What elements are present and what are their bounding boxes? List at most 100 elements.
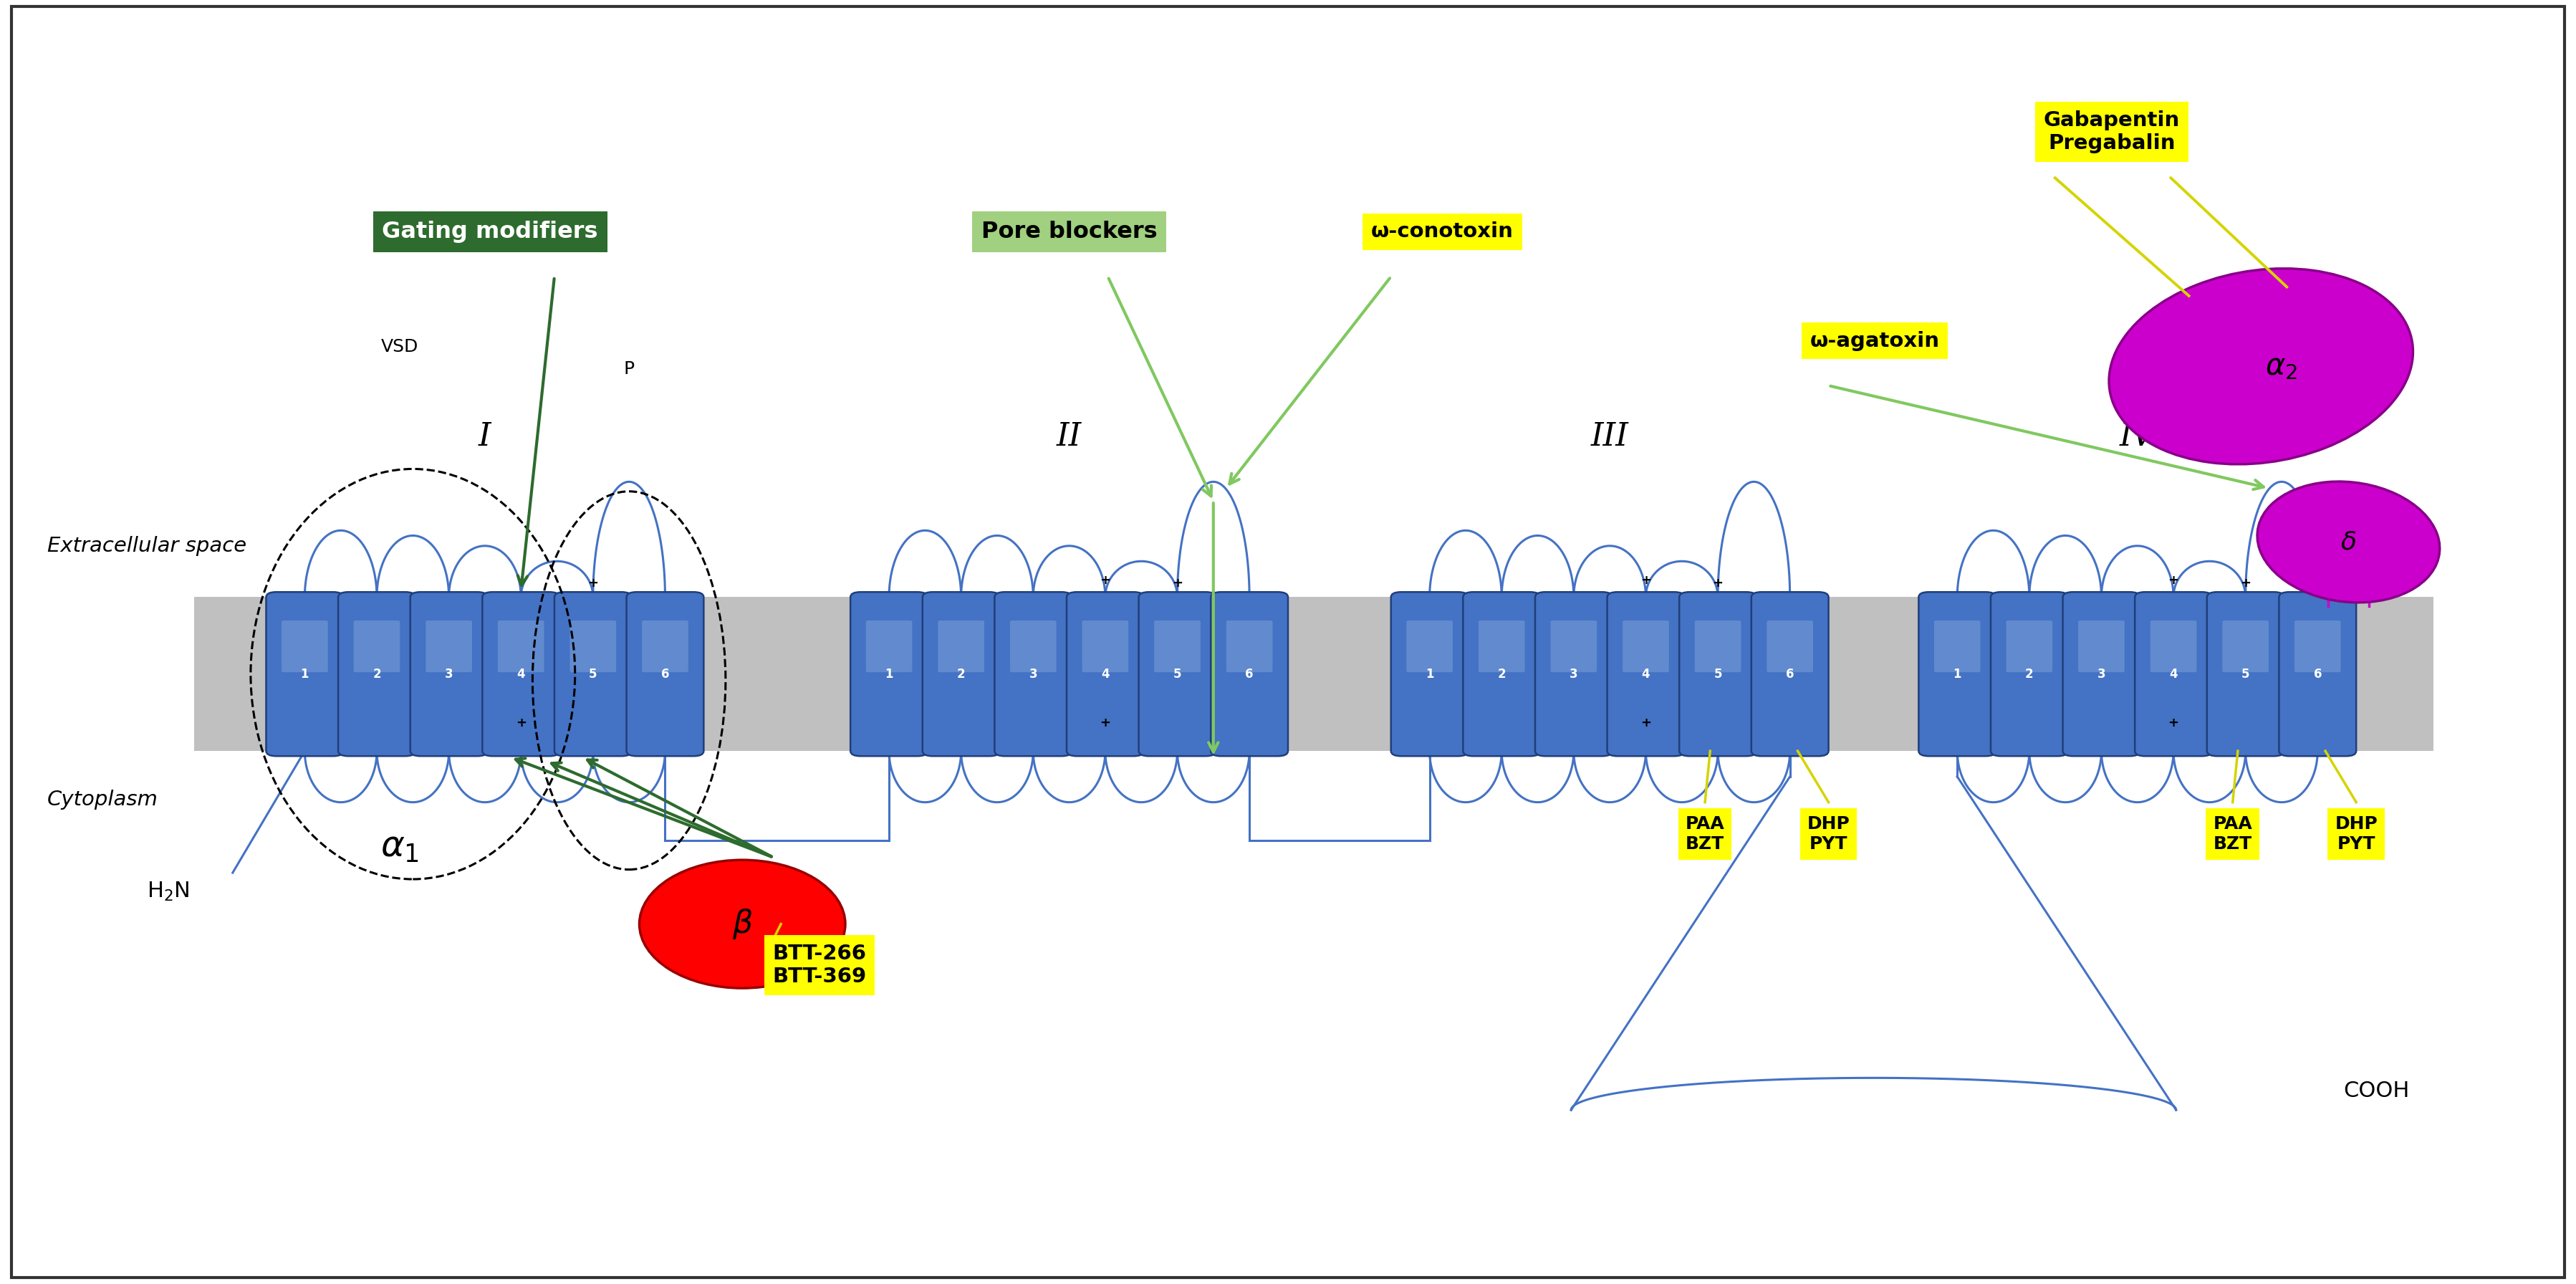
Text: 3: 3 — [1569, 668, 1579, 681]
Text: 5: 5 — [590, 668, 598, 681]
Text: +: + — [2169, 716, 2179, 729]
FancyBboxPatch shape — [2295, 620, 2342, 673]
Ellipse shape — [2257, 481, 2439, 602]
FancyBboxPatch shape — [938, 620, 984, 673]
Text: 6: 6 — [1244, 668, 1255, 681]
Text: 4: 4 — [518, 668, 526, 681]
Text: +: + — [515, 716, 526, 729]
Text: 4: 4 — [2169, 668, 2177, 681]
Text: COOH: COOH — [2344, 1080, 2409, 1102]
FancyBboxPatch shape — [1211, 592, 1288, 756]
Text: 1: 1 — [1425, 668, 1435, 681]
Text: 5: 5 — [1172, 668, 1182, 681]
Text: 3: 3 — [446, 668, 453, 681]
Text: +: + — [515, 574, 526, 587]
Text: 2: 2 — [374, 668, 381, 681]
FancyBboxPatch shape — [569, 620, 616, 673]
Text: Gating modifiers: Gating modifiers — [381, 221, 598, 243]
Text: +: + — [1641, 716, 1651, 729]
FancyBboxPatch shape — [2151, 620, 2197, 673]
FancyBboxPatch shape — [425, 620, 471, 673]
FancyBboxPatch shape — [1463, 592, 1540, 756]
Text: +: + — [1641, 574, 1651, 587]
Text: 3: 3 — [2097, 668, 2105, 681]
Text: ω-agatoxin: ω-agatoxin — [1811, 331, 1940, 351]
Text: Gabapentin
Pregabalin: Gabapentin Pregabalin — [2043, 110, 2179, 153]
Text: 3: 3 — [1028, 668, 1038, 681]
Text: Extracellular space: Extracellular space — [46, 535, 247, 556]
FancyBboxPatch shape — [497, 620, 544, 673]
Text: III: III — [1592, 421, 1628, 452]
Text: +: + — [2169, 574, 2179, 587]
FancyBboxPatch shape — [626, 592, 703, 756]
FancyBboxPatch shape — [1082, 620, 1128, 673]
Text: IV: IV — [2120, 421, 2156, 452]
Text: H$_2$N: H$_2$N — [147, 881, 191, 903]
Text: +: + — [587, 577, 598, 589]
Text: PAA
BZT: PAA BZT — [2213, 815, 2251, 853]
FancyBboxPatch shape — [850, 592, 927, 756]
FancyBboxPatch shape — [1551, 620, 1597, 673]
Ellipse shape — [2110, 268, 2414, 465]
FancyBboxPatch shape — [1066, 592, 1144, 756]
FancyBboxPatch shape — [1607, 592, 1685, 756]
Text: PAA
BZT: PAA BZT — [1685, 815, 1723, 853]
Text: DHP
PYT: DHP PYT — [1808, 815, 1850, 853]
FancyBboxPatch shape — [410, 592, 487, 756]
FancyBboxPatch shape — [281, 620, 327, 673]
Text: 5: 5 — [1713, 668, 1721, 681]
Text: II: II — [1056, 421, 1082, 452]
FancyBboxPatch shape — [1479, 620, 1525, 673]
FancyBboxPatch shape — [1695, 620, 1741, 673]
FancyBboxPatch shape — [1752, 592, 1829, 756]
FancyBboxPatch shape — [10, 6, 2566, 1278]
Text: +: + — [2241, 577, 2251, 589]
FancyBboxPatch shape — [1919, 592, 1996, 756]
FancyBboxPatch shape — [1139, 592, 1216, 756]
FancyBboxPatch shape — [2079, 620, 2125, 673]
FancyBboxPatch shape — [1226, 620, 1273, 673]
FancyBboxPatch shape — [482, 592, 559, 756]
Text: VSD: VSD — [381, 339, 420, 356]
Text: 1: 1 — [886, 668, 894, 681]
Text: $\alpha_2$: $\alpha_2$ — [2264, 352, 2298, 381]
Text: +: + — [1100, 716, 1110, 729]
Text: +: + — [1100, 574, 1110, 587]
Text: $\beta$: $\beta$ — [732, 908, 752, 941]
Ellipse shape — [639, 860, 845, 989]
FancyBboxPatch shape — [1535, 592, 1613, 756]
Text: +: + — [1172, 577, 1182, 589]
Text: 1: 1 — [301, 668, 309, 681]
Text: Cytoplasm: Cytoplasm — [46, 790, 157, 810]
FancyBboxPatch shape — [1406, 620, 1453, 673]
FancyBboxPatch shape — [1767, 620, 1814, 673]
Text: BTT-266
BTT-369: BTT-266 BTT-369 — [773, 944, 866, 986]
FancyBboxPatch shape — [1010, 620, 1056, 673]
Text: 6: 6 — [1785, 668, 1793, 681]
FancyBboxPatch shape — [2208, 592, 2285, 756]
FancyBboxPatch shape — [866, 620, 912, 673]
Text: $\delta$: $\delta$ — [2342, 530, 2357, 555]
Text: 5: 5 — [2241, 668, 2249, 681]
FancyBboxPatch shape — [353, 620, 399, 673]
Bar — [193, 597, 2434, 751]
Text: I: I — [479, 421, 492, 452]
FancyBboxPatch shape — [337, 592, 415, 756]
Text: 2: 2 — [2025, 668, 2032, 681]
FancyBboxPatch shape — [554, 592, 631, 756]
FancyBboxPatch shape — [2136, 592, 2213, 756]
FancyBboxPatch shape — [1680, 592, 1757, 756]
FancyBboxPatch shape — [1623, 620, 1669, 673]
FancyBboxPatch shape — [2280, 592, 2357, 756]
FancyBboxPatch shape — [2223, 620, 2269, 673]
Text: Pore blockers: Pore blockers — [981, 221, 1157, 243]
Text: $\alpha_1$: $\alpha_1$ — [381, 829, 420, 864]
FancyBboxPatch shape — [641, 620, 688, 673]
Text: 2: 2 — [956, 668, 966, 681]
Text: ω-conotoxin: ω-conotoxin — [1370, 222, 1515, 241]
Text: 2: 2 — [1497, 668, 1507, 681]
Text: +: + — [1713, 577, 1723, 589]
Text: 4: 4 — [1100, 668, 1110, 681]
Text: 6: 6 — [662, 668, 670, 681]
FancyBboxPatch shape — [1391, 592, 1468, 756]
